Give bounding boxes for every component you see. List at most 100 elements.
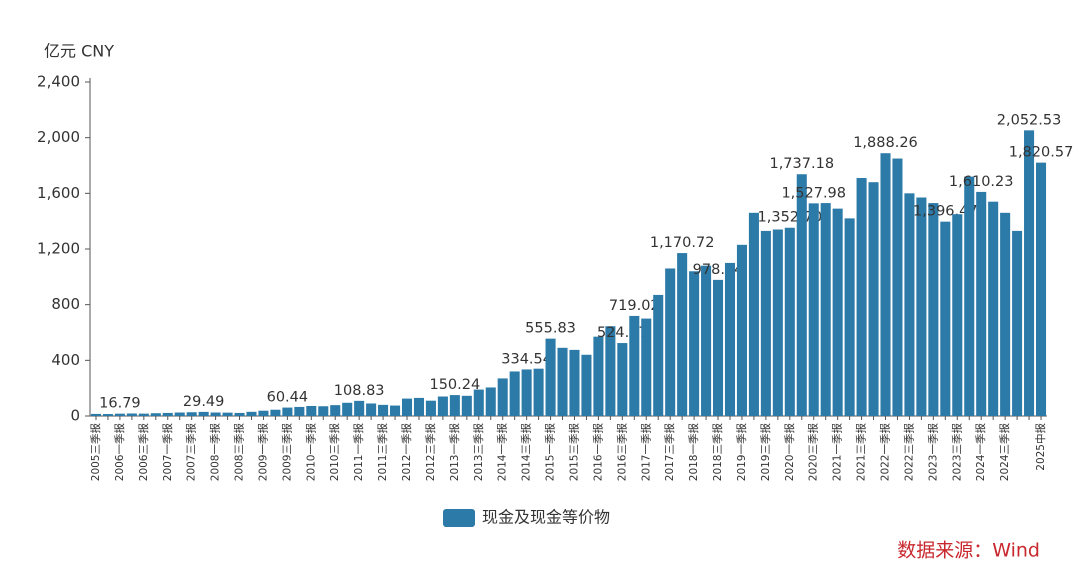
bar [617,343,628,416]
x-tick-label: 2007三季报 [185,423,198,482]
y-tick-label: 0 [70,407,80,425]
bar [796,174,807,416]
x-tick-label: 2015三季报 [567,423,580,482]
bar [844,218,855,416]
bar [437,396,448,416]
y-tick-label: 1,200 [37,240,80,258]
bar [126,413,137,416]
x-tick-label: 2011三季报 [376,423,389,482]
bar [629,315,640,416]
bar [330,405,341,416]
source: 数据来源：Wind [897,540,1040,562]
x-tick-label: 2025中报 [1034,423,1047,471]
bar [1024,130,1035,416]
bar [318,406,329,416]
bar [904,193,915,416]
x-tick-label: 2006一季报 [113,423,126,482]
bar [748,212,759,416]
value-label: 334.54 [501,351,552,367]
x-tick-label: 2021三季报 [855,423,868,482]
bar [820,203,831,416]
value-label: 978.14 [693,262,744,278]
bar [665,268,676,416]
value-label: 2,052.53 [997,112,1062,128]
x-tick-label: 2022一季报 [879,423,892,482]
y-tick-label: 1,600 [37,184,80,202]
y-tick-label: 2,400 [37,73,80,91]
bar [940,221,951,416]
unit-label: 亿元 CNY [44,42,114,61]
bar [653,294,664,416]
bar [892,158,903,416]
bar [1035,162,1047,416]
x-tick-label: 2009三季报 [280,423,293,482]
value-label: 1,170.72 [650,235,715,251]
bar [964,176,975,416]
value-label: 16.79 [99,396,141,412]
bar [425,400,436,416]
x-tick-label: 2012三季报 [424,423,437,482]
x-tick-label: 2010三季报 [328,423,341,482]
legend-label: 现金及现金等价物 [482,508,610,527]
x-tick-label: 2014三季报 [520,423,533,482]
bar [413,397,424,416]
legend-swatch [443,509,475,527]
value-label: 29.49 [183,394,225,410]
bar [186,412,197,416]
x-tick-label: 2013三季报 [472,423,485,482]
x-tick-label: 2017三季报 [663,423,676,482]
bar [928,203,939,416]
bar [521,369,532,416]
value-label: 108.83 [334,383,385,399]
bar [138,413,149,416]
y-tick-label: 800 [51,295,80,313]
bar [378,404,389,416]
x-tick-label: 2013一季报 [448,423,461,482]
bar [401,398,413,416]
x-tick-label: 2010一季报 [304,423,317,482]
bar [449,395,460,416]
x-tick-label: 2012一季报 [400,423,413,482]
bar [988,201,999,416]
value-label: 719.02 [609,298,660,314]
bar [1000,212,1011,416]
bar [306,405,317,416]
value-label: 524.17 [597,325,648,341]
value-label: 1,527.98 [781,185,846,201]
bar [1012,230,1023,416]
x-tick-label: 2019一季报 [735,423,748,482]
bar [581,354,592,416]
bar [485,387,496,416]
bar [282,407,293,416]
x-tick-label: 2024三季报 [998,423,1011,482]
bar [294,406,305,416]
bar [760,230,771,416]
bar [545,338,556,416]
bar [784,227,795,416]
bar [868,182,879,416]
x-tick-label: 2016三季报 [615,423,628,482]
bar [234,412,245,416]
value-label: 1,820.57 [1009,145,1074,161]
x-tick-label: 2005三季报 [89,423,102,482]
x-tick-label: 2011一季报 [352,423,365,482]
value-label: 555.83 [525,321,576,337]
bar [605,326,616,416]
x-tick-label: 2014一季报 [496,423,509,482]
bar [354,400,365,416]
x-tick-label: 2019三季报 [759,423,772,482]
value-label: 1,888.26 [853,135,918,151]
bar [497,378,508,416]
bar [808,203,819,416]
x-tick-label: 2018一季报 [687,423,700,482]
bar [509,371,520,416]
bar [102,414,113,416]
x-tick-label: 2023三季报 [950,423,963,482]
bar [689,271,700,416]
bar [772,229,783,416]
bar [473,389,484,416]
value-label: 60.44 [267,390,309,406]
bar [461,395,472,416]
x-tick-label: 2006三季报 [137,423,150,482]
x-tick-label: 2020一季报 [783,423,796,482]
